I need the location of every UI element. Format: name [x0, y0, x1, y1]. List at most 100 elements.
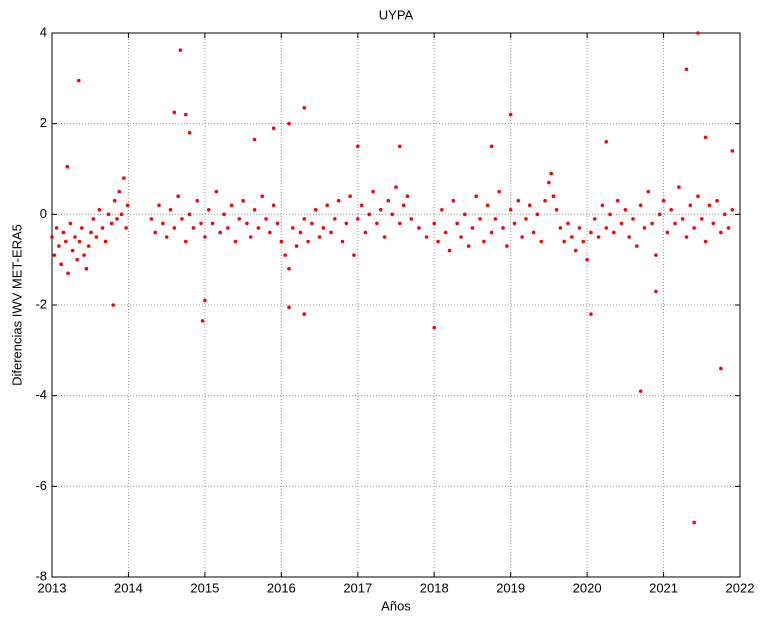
- point: [210, 221, 215, 226]
- point: [573, 248, 578, 253]
- point: [260, 194, 265, 198]
- point: [719, 366, 723, 371]
- point: [180, 217, 184, 221]
- point: [109, 221, 114, 226]
- point: [112, 198, 117, 203]
- point: [577, 226, 582, 230]
- point: [436, 239, 440, 244]
- point: [463, 212, 467, 217]
- point: [417, 226, 421, 230]
- point: [355, 144, 360, 149]
- point: [650, 221, 654, 226]
- point: [696, 194, 700, 198]
- point: [688, 203, 693, 208]
- point: [692, 520, 696, 525]
- point: [470, 226, 475, 230]
- point: [65, 164, 70, 169]
- point: [313, 208, 318, 212]
- point: [661, 198, 666, 203]
- point: [271, 203, 276, 208]
- point: [91, 217, 96, 221]
- point: [291, 226, 295, 230]
- point: [501, 226, 505, 230]
- point: [283, 253, 287, 257]
- point: [302, 217, 307, 221]
- point: [245, 221, 249, 226]
- point: [279, 239, 284, 244]
- point: [153, 230, 157, 235]
- point: [329, 230, 333, 235]
- point: [344, 221, 349, 226]
- point: [570, 235, 574, 239]
- point: [539, 239, 544, 244]
- point: [703, 135, 708, 140]
- point: [203, 298, 207, 303]
- point: [719, 230, 723, 235]
- point: [600, 203, 605, 208]
- point: [218, 230, 222, 235]
- point: [432, 221, 437, 226]
- point: [669, 208, 673, 212]
- point: [172, 110, 177, 115]
- point: [70, 248, 75, 253]
- y-tick-label: -2: [35, 296, 47, 311]
- point: [443, 230, 448, 235]
- point: [673, 221, 677, 226]
- point: [447, 248, 452, 253]
- point: [478, 217, 482, 221]
- point: [455, 221, 459, 226]
- point: [115, 217, 119, 221]
- point: [310, 221, 314, 226]
- point: [398, 144, 402, 149]
- point: [80, 226, 84, 230]
- point: [183, 239, 188, 244]
- point: [382, 235, 387, 239]
- point: [76, 78, 81, 83]
- point: [730, 208, 735, 212]
- point: [549, 171, 553, 176]
- point: [317, 235, 322, 239]
- point: [390, 212, 394, 217]
- point: [233, 239, 238, 244]
- y-tick-label: -4: [35, 387, 47, 402]
- y-tick-label: 0: [40, 206, 47, 221]
- point: [325, 203, 330, 208]
- point: [187, 130, 192, 135]
- point: [551, 194, 556, 198]
- point: [589, 312, 593, 316]
- point: [485, 203, 490, 208]
- point: [336, 198, 341, 203]
- point: [68, 221, 73, 226]
- point: [371, 189, 375, 194]
- point: [722, 212, 727, 217]
- point: [248, 235, 253, 239]
- y-tick-label: 4: [40, 24, 47, 39]
- point: [581, 239, 586, 244]
- point: [489, 144, 494, 149]
- point: [302, 106, 307, 110]
- point: [172, 226, 177, 230]
- x-tick-label: 2014: [114, 580, 143, 595]
- x-tick-label: 2022: [726, 580, 755, 595]
- point: [252, 137, 257, 142]
- point: [543, 198, 547, 203]
- point: [352, 253, 356, 257]
- point: [631, 217, 635, 221]
- point: [680, 217, 685, 221]
- point: [275, 221, 280, 226]
- point: [677, 185, 681, 189]
- point: [482, 239, 486, 244]
- point: [699, 217, 704, 221]
- point: [63, 239, 68, 244]
- point: [558, 226, 563, 230]
- point: [161, 221, 165, 226]
- x-tick-label: 2019: [496, 580, 525, 595]
- point: [401, 203, 406, 208]
- point: [149, 217, 154, 221]
- point: [75, 257, 80, 262]
- point: [287, 266, 291, 271]
- point: [287, 305, 291, 310]
- point: [199, 221, 203, 226]
- point: [707, 203, 712, 208]
